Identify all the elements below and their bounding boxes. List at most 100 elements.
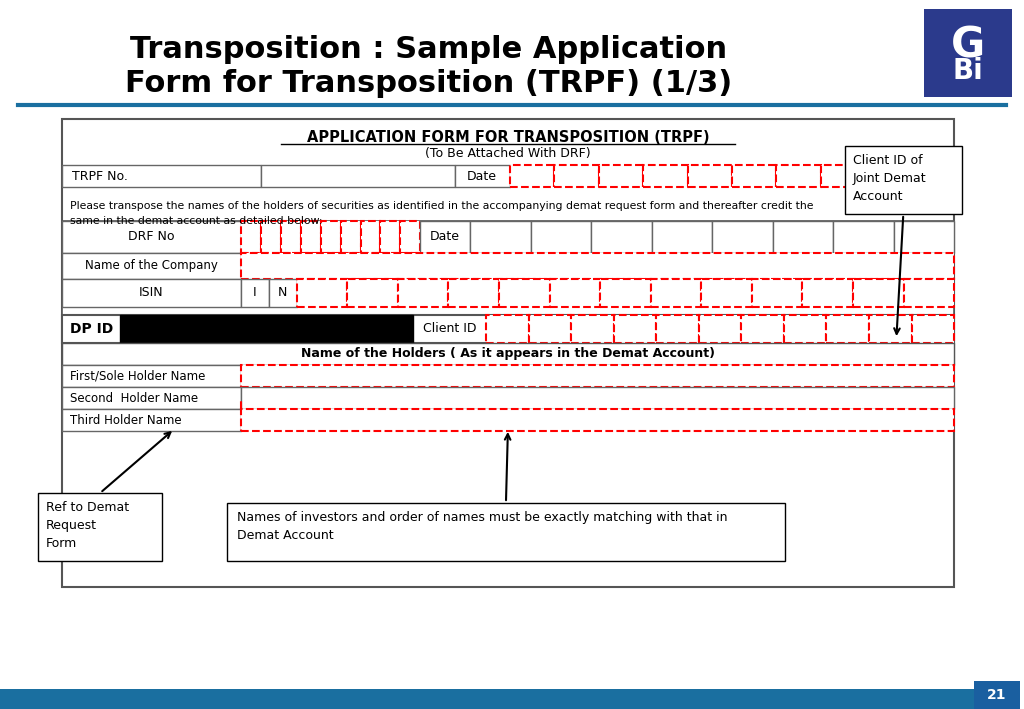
- Bar: [61, 119, 954, 587]
- Bar: [61, 279, 241, 307]
- Bar: [826, 315, 869, 343]
- Text: G: G: [951, 24, 985, 66]
- Bar: [834, 221, 894, 253]
- Bar: [227, 503, 784, 561]
- Bar: [347, 279, 398, 307]
- Bar: [651, 221, 712, 253]
- Bar: [241, 365, 954, 387]
- Text: DP ID: DP ID: [70, 322, 113, 336]
- Bar: [61, 221, 954, 317]
- Text: Client ID of
Joint Demat
Account: Client ID of Joint Demat Account: [853, 154, 926, 203]
- Bar: [120, 315, 414, 343]
- Text: Form for Transposition (TRPF) (1/3): Form for Transposition (TRPF) (1/3): [125, 69, 732, 99]
- Bar: [925, 9, 1012, 97]
- Bar: [38, 493, 163, 561]
- Bar: [241, 253, 954, 279]
- Bar: [911, 315, 954, 343]
- Bar: [510, 165, 554, 187]
- Text: Name of the Company: Name of the Company: [85, 259, 218, 272]
- Bar: [550, 279, 600, 307]
- Text: (To Be Attached With DRF): (To Be Attached With DRF): [425, 147, 591, 160]
- Bar: [301, 221, 321, 253]
- Bar: [752, 279, 803, 307]
- Bar: [528, 315, 571, 343]
- Bar: [698, 315, 741, 343]
- Text: Names of investors and order of names must be exactly matching with that in
Dema: Names of investors and order of names mu…: [237, 511, 727, 542]
- Bar: [420, 221, 470, 253]
- Text: N: N: [279, 286, 288, 299]
- Bar: [554, 165, 599, 187]
- Bar: [486, 315, 528, 343]
- Text: Client ID: Client ID: [423, 323, 477, 335]
- Bar: [470, 221, 530, 253]
- Text: Ref to Demat
Request
Form: Ref to Demat Request Form: [46, 501, 129, 550]
- Bar: [571, 315, 613, 343]
- Bar: [776, 165, 821, 187]
- Bar: [61, 409, 241, 431]
- Bar: [732, 165, 776, 187]
- Bar: [261, 165, 455, 187]
- Bar: [821, 165, 865, 187]
- Text: ISIN: ISIN: [139, 286, 164, 299]
- Bar: [909, 165, 954, 187]
- Bar: [530, 221, 591, 253]
- Text: Name of the Holders ( As it appears in the Demat Account): Name of the Holders ( As it appears in t…: [301, 347, 715, 360]
- Bar: [341, 221, 360, 253]
- Bar: [803, 279, 853, 307]
- Bar: [591, 221, 651, 253]
- Bar: [61, 253, 241, 279]
- Bar: [894, 221, 954, 253]
- Bar: [241, 409, 954, 431]
- Bar: [400, 221, 420, 253]
- Bar: [687, 165, 732, 187]
- Bar: [61, 315, 954, 343]
- Bar: [643, 165, 687, 187]
- Bar: [261, 221, 281, 253]
- Bar: [845, 146, 963, 214]
- Bar: [0, 689, 1020, 709]
- Text: First/Sole Holder Name: First/Sole Holder Name: [70, 369, 205, 382]
- Bar: [241, 279, 269, 307]
- Bar: [455, 165, 510, 187]
- Bar: [297, 279, 347, 307]
- Bar: [974, 681, 1020, 709]
- Bar: [613, 315, 656, 343]
- Text: I: I: [253, 286, 257, 299]
- Bar: [269, 279, 297, 307]
- Bar: [398, 279, 449, 307]
- Bar: [321, 221, 341, 253]
- Bar: [772, 221, 834, 253]
- Bar: [784, 315, 826, 343]
- Text: Bi: Bi: [952, 57, 983, 85]
- Bar: [381, 221, 400, 253]
- Bar: [241, 387, 954, 409]
- Bar: [712, 221, 772, 253]
- Bar: [449, 279, 499, 307]
- Text: Date: Date: [467, 169, 497, 182]
- Bar: [599, 165, 643, 187]
- Bar: [869, 315, 911, 343]
- Text: APPLICATION FORM FOR TRANSPOSITION (TRPF): APPLICATION FORM FOR TRANSPOSITION (TRPF…: [306, 130, 710, 145]
- Bar: [241, 221, 261, 253]
- Bar: [61, 343, 954, 365]
- Bar: [499, 279, 550, 307]
- Text: Date: Date: [430, 230, 460, 243]
- Bar: [701, 279, 752, 307]
- Bar: [360, 221, 381, 253]
- Bar: [650, 279, 701, 307]
- Text: DRF No: DRF No: [128, 230, 175, 243]
- Bar: [853, 279, 903, 307]
- Bar: [281, 221, 301, 253]
- Text: TRPF No.: TRPF No.: [72, 169, 128, 182]
- Bar: [61, 221, 241, 253]
- Bar: [600, 279, 650, 307]
- Bar: [741, 315, 784, 343]
- Text: Please transpose the names of the holders of securities as identified in the acc: Please transpose the names of the holder…: [70, 201, 813, 225]
- Text: Transposition : Sample Application: Transposition : Sample Application: [130, 35, 727, 64]
- Text: Third Holder Name: Third Holder Name: [70, 413, 181, 427]
- Bar: [903, 279, 954, 307]
- Bar: [61, 365, 241, 387]
- Text: 21: 21: [987, 688, 1007, 702]
- Text: Second  Holder Name: Second Holder Name: [70, 391, 198, 405]
- Bar: [61, 387, 241, 409]
